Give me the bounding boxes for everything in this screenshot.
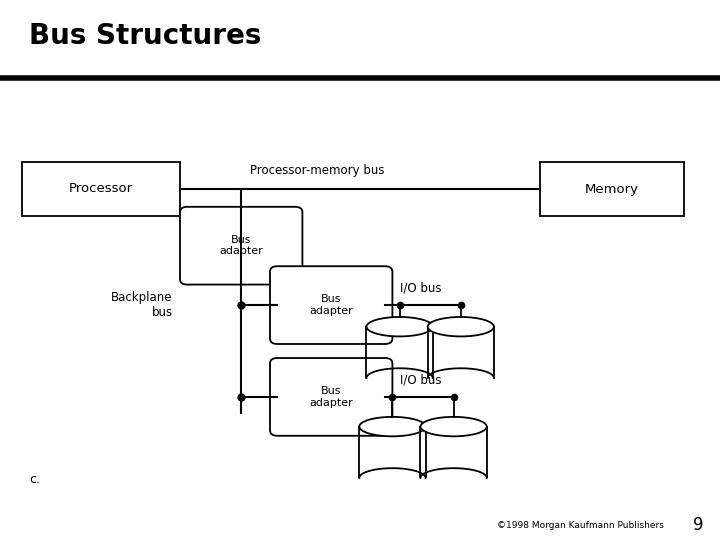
Text: I/O bus: I/O bus bbox=[400, 281, 441, 294]
FancyBboxPatch shape bbox=[270, 358, 392, 436]
Text: ©1998 Morgan Kaufmann Publishers: ©1998 Morgan Kaufmann Publishers bbox=[497, 521, 664, 530]
FancyBboxPatch shape bbox=[22, 162, 180, 216]
Text: Bus
adapter: Bus adapter bbox=[310, 294, 353, 316]
FancyBboxPatch shape bbox=[540, 162, 684, 216]
Text: Processor-memory bus: Processor-memory bus bbox=[250, 164, 384, 177]
Text: c.: c. bbox=[29, 473, 40, 486]
Text: Bus Structures: Bus Structures bbox=[29, 22, 261, 50]
FancyBboxPatch shape bbox=[270, 266, 392, 344]
Ellipse shape bbox=[428, 317, 494, 336]
Ellipse shape bbox=[359, 417, 426, 436]
Text: Backplane
bus: Backplane bus bbox=[112, 291, 173, 319]
Text: Bus
adapter: Bus adapter bbox=[310, 386, 353, 408]
FancyBboxPatch shape bbox=[180, 207, 302, 285]
Ellipse shape bbox=[366, 317, 433, 336]
Ellipse shape bbox=[420, 417, 487, 436]
Text: Processor: Processor bbox=[68, 183, 133, 195]
Text: Bus
adapter: Bus adapter bbox=[220, 235, 263, 256]
Text: Memory: Memory bbox=[585, 183, 639, 195]
Text: 9: 9 bbox=[693, 516, 703, 534]
Text: I/O bus: I/O bus bbox=[400, 373, 441, 386]
